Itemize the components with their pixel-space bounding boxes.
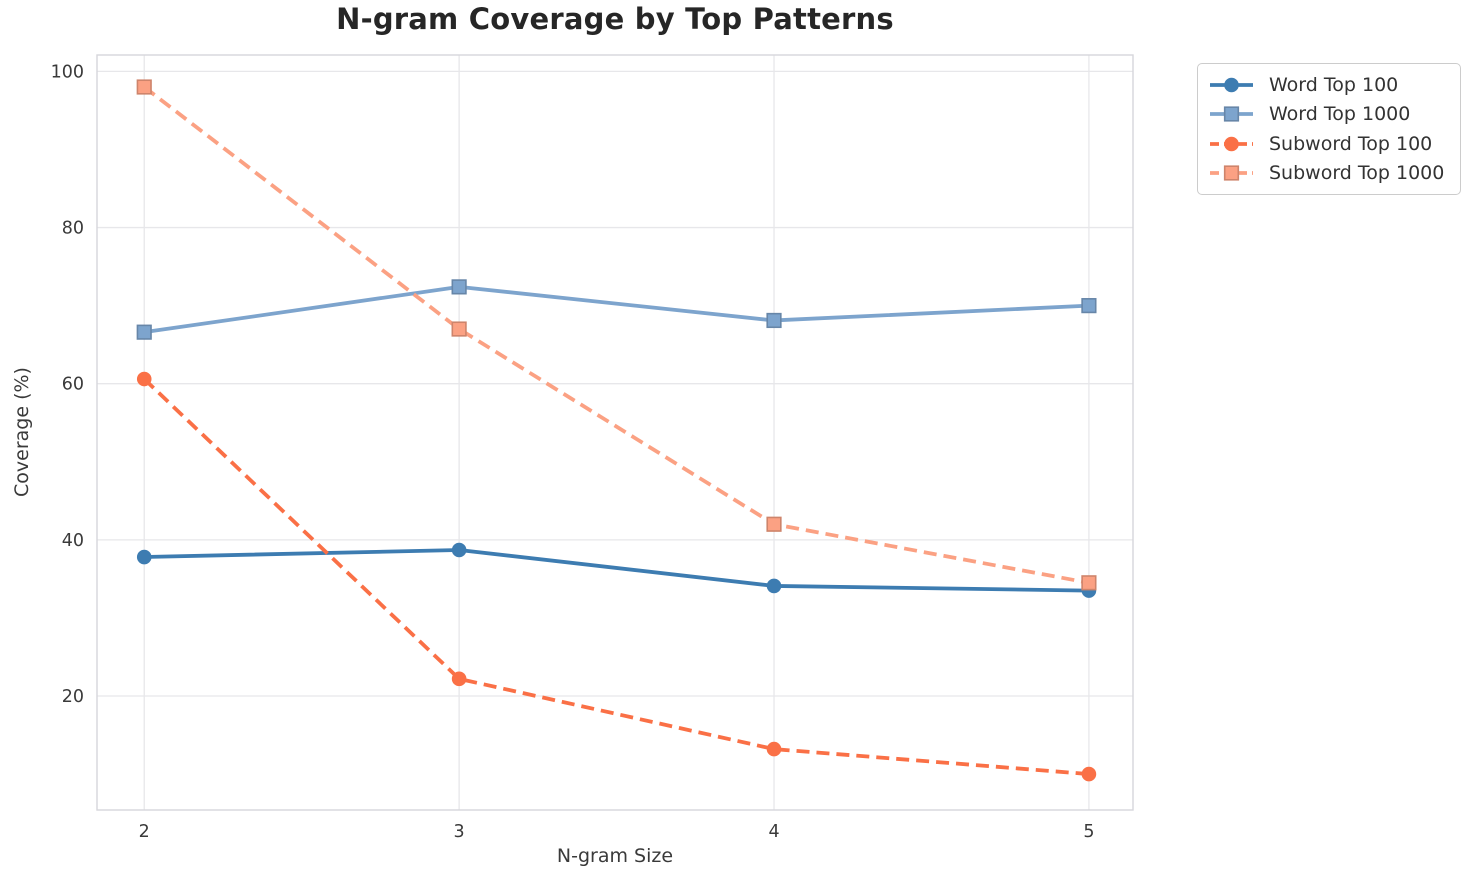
data-point [136,371,152,387]
legend-sample-word-top-100 [1210,77,1253,93]
grid-lines [97,55,1133,810]
legend-item-subword-top-1000: Subword Top 1000 [1208,159,1448,189]
series-subword-top-1000 [136,79,1097,591]
legend-label: Word Top 1000 [1269,103,1411,126]
legend-item-word-top-100: Word Top 100 [1208,70,1448,100]
y-tick-label: 80 [62,219,84,239]
legend-item-word-top-1000: Word Top 1000 [1208,100,1448,130]
y-tick-label: 20 [62,687,84,707]
series-subword-top-100 [136,371,1097,782]
y-tick-label: 40 [62,531,84,551]
x-tick-label: 2 [139,822,150,842]
x-tick-label: 3 [454,822,465,842]
data-point [1081,575,1097,591]
legend-label: Subword Top 100 [1269,132,1433,155]
data-point [1223,165,1240,181]
plot-border [96,54,1134,811]
chart-title: N-gram Coverage by Top Patterns [336,2,894,36]
data-point [766,578,782,594]
legend-label: Word Top 100 [1269,73,1399,96]
x-tick-label: 4 [768,822,779,842]
legend-sample-word-top-1000 [1210,106,1253,122]
data-point [136,79,152,95]
data-point [136,324,152,340]
legend-item-subword-top-100: Subword Top 100 [1208,129,1448,159]
data-point [766,516,782,532]
data-point [1081,298,1097,314]
data-point [1224,136,1239,152]
legend-sample-subword-top-1000 [1210,165,1253,181]
x-tick-label: 5 [1083,822,1094,842]
data-point [1224,77,1239,93]
y-tick-label: 100 [51,62,84,82]
data-point [766,312,782,329]
legend-label: Subword Top 1000 [1269,162,1445,185]
series-word-top-1000 [136,279,1097,340]
data-point [1223,106,1240,122]
x-axis-label: N-gram Size [556,845,674,867]
data-point [766,741,782,757]
data-point [136,549,152,565]
data-point [451,321,467,337]
data-point [451,671,467,687]
y-axis-label: Coverage (%) [11,367,33,497]
series-word-top-100 [136,542,1097,598]
data-point [1081,766,1097,782]
data-point [451,279,467,295]
legend-sample-subword-top-100 [1210,136,1253,152]
legend: Word Top 100 Word Top 1000 Subword Top 100… [1197,63,1461,195]
y-tick-label: 60 [62,375,84,395]
data-point [451,542,467,558]
